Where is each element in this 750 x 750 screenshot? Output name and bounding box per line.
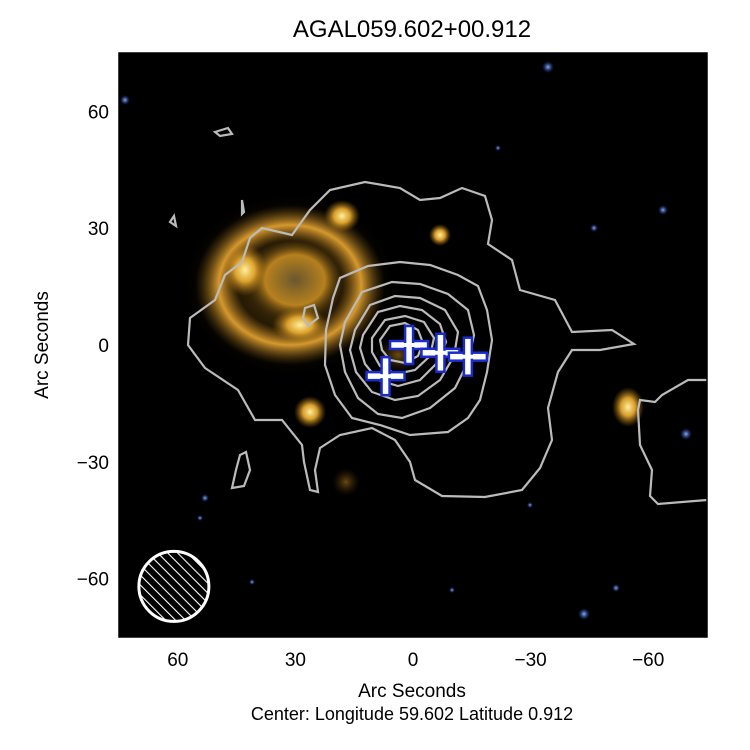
- contour-level-3: [338, 280, 476, 420]
- star: [680, 428, 692, 440]
- star: [449, 587, 455, 593]
- contour-small-2: [168, 213, 178, 229]
- bright-source-far: [612, 387, 644, 427]
- x-tick-label: 30: [285, 650, 306, 671]
- y-axis-label: Arc Seconds: [32, 291, 53, 399]
- star: [120, 95, 130, 105]
- bright-source-south: [294, 396, 326, 428]
- contour-small-1: [212, 126, 234, 138]
- bright-source-east: [429, 224, 451, 246]
- star: [201, 494, 209, 502]
- contour-level-4: [348, 294, 460, 402]
- axes-ticks: 60 30 0 −30 −60 60 30 0 −30 −60: [77, 53, 707, 671]
- y-tick-label: 0: [98, 336, 109, 357]
- star: [578, 608, 590, 620]
- bright-knot-west: [223, 244, 267, 296]
- bright-knot-south: [272, 307, 328, 343]
- contour-small-4: [230, 450, 252, 490]
- star: [249, 579, 255, 585]
- plot-area: [119, 53, 707, 637]
- faint-source: [332, 468, 360, 496]
- beam-indicator: [137, 549, 211, 623]
- contour-small-3: [240, 199, 246, 217]
- y-tick-label: 60: [88, 102, 109, 123]
- star: [197, 515, 203, 521]
- chart-title: AGAL059.602+00.912: [293, 16, 531, 43]
- x-tick-label: 60: [167, 650, 188, 671]
- contour-far-east: [636, 378, 707, 506]
- x-tick-label: −60: [632, 650, 664, 671]
- star: [542, 61, 554, 73]
- x-tick-label: −30: [514, 650, 546, 671]
- contours: [168, 126, 707, 506]
- x-tick-label: 0: [408, 650, 419, 671]
- source-cross-marker: [365, 355, 406, 397]
- y-tick-label: −60: [77, 570, 109, 591]
- beam-hatched-circle: [137, 549, 211, 623]
- bubble-interior: [245, 238, 345, 322]
- source-cross-marker: [447, 336, 489, 377]
- star: [527, 502, 533, 508]
- x-axis-label: Arc Seconds: [358, 681, 466, 702]
- source-markers: [365, 324, 489, 397]
- star: [658, 205, 668, 215]
- star: [612, 584, 620, 592]
- center-coordinates-label: Center: Longitude 59.602 Latitude 0.912: [251, 704, 573, 724]
- bright-knot-north: [324, 200, 360, 232]
- contour-small-5: [301, 303, 320, 328]
- y-tick-label: −30: [77, 453, 109, 474]
- source-cross-marker: [388, 324, 430, 366]
- contour-level-2: [323, 260, 494, 437]
- y-tick-label: 30: [88, 219, 109, 240]
- stars: [120, 61, 692, 620]
- contour-level-1: [186, 180, 637, 499]
- star: [590, 224, 598, 232]
- star: [495, 145, 501, 151]
